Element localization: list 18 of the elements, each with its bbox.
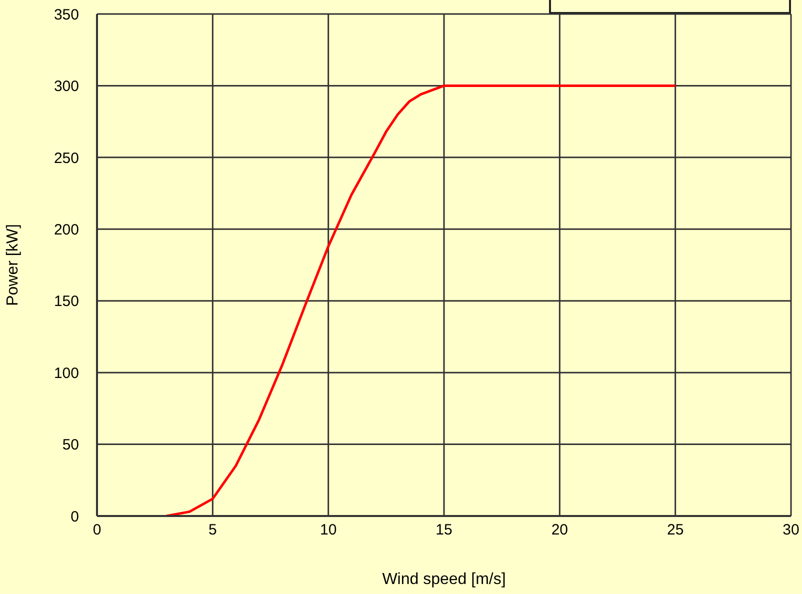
y-tick-label: 250 xyxy=(54,150,79,167)
x-tick-label: 10 xyxy=(320,522,337,539)
x-tick-label: 20 xyxy=(551,522,568,539)
y-tick-label: 50 xyxy=(62,436,79,454)
x-tick-label: 0 xyxy=(92,522,102,539)
x-tick-label: 25 xyxy=(666,522,684,539)
y-axis-title: Power [kW] xyxy=(4,224,22,306)
y-tick-label: 350 xyxy=(54,6,79,24)
x-tick-label: 15 xyxy=(436,522,452,539)
y-tick-label: 0 xyxy=(70,508,79,526)
y-tick-label: 100 xyxy=(54,364,79,382)
line-series xyxy=(165,84,677,516)
y-tick-label: 300 xyxy=(54,78,79,96)
x-axis-title: Wind speed [m/s] xyxy=(382,571,506,588)
y-tick-label: 200 xyxy=(54,221,79,238)
x-tick-label: 30 xyxy=(782,522,800,539)
x-tick-label: 5 xyxy=(208,522,217,539)
y-tick-label: 150 xyxy=(54,293,79,310)
